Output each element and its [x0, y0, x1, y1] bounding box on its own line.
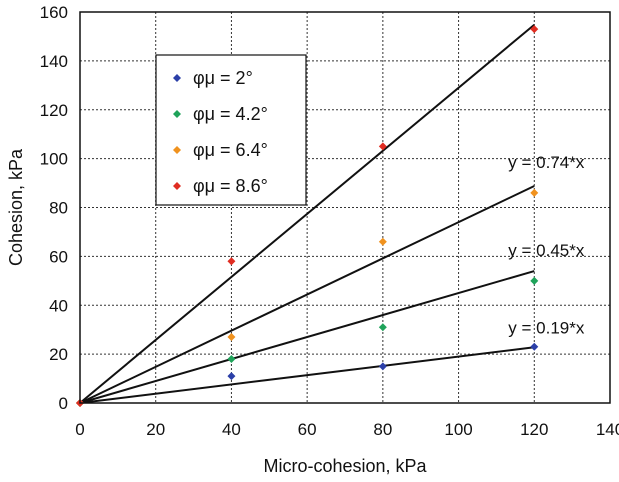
- data-point: [530, 188, 539, 197]
- legend-entry: φμ = 4.2°: [193, 104, 268, 124]
- data-point: [378, 362, 387, 371]
- fit-equation-label: y = 0.74*x: [508, 153, 585, 172]
- y-tick-label: 100: [40, 150, 68, 169]
- x-tick-label: 20: [146, 420, 165, 439]
- x-axis-title: Micro-cohesion, kPa: [263, 456, 427, 476]
- legend-box: [155, 54, 307, 206]
- x-tick-label: 0: [75, 420, 84, 439]
- y-tick-label: 60: [49, 247, 68, 266]
- legend-entry: φμ = 6.4°: [193, 140, 268, 160]
- y-tick-label: 20: [49, 345, 68, 364]
- y-tick-label: 0: [59, 394, 68, 413]
- data-point: [378, 323, 387, 332]
- fit-labels: y = 0.19*xy = 0.45*xy = 0.74*xy = 1.29*x: [508, 153, 585, 337]
- fit-line: [79, 23, 535, 404]
- x-tick-label: 80: [373, 420, 392, 439]
- data-point: [227, 355, 236, 364]
- plot-frame: [79, 11, 611, 404]
- fit-line: [79, 346, 535, 404]
- x-tick-label: 40: [222, 420, 241, 439]
- legend-entry: φμ = 8.6°: [193, 176, 268, 196]
- data-point: [378, 237, 387, 246]
- legend-entry: φμ = 2°: [193, 68, 253, 88]
- legend-marker: [173, 182, 181, 190]
- y-tick-label: 80: [49, 199, 68, 218]
- y-tick-label: 140: [40, 52, 68, 71]
- data-point: [530, 342, 539, 351]
- fit-line: [79, 185, 535, 404]
- x-tick-label: 140: [596, 420, 619, 439]
- fit-equation-label: y = 0.19*x: [508, 318, 585, 337]
- data-point: [227, 257, 236, 266]
- fit-line: [79, 270, 535, 404]
- x-tick-label: 100: [444, 420, 472, 439]
- legend-marker: [173, 146, 181, 154]
- x-tick-labels: 0 20 40 60 80 100 120 140: [75, 420, 619, 439]
- legend-marker: [173, 110, 181, 118]
- legend: φμ = 2° φμ = 4.2° φμ = 6.4° φμ = 8.6°: [155, 54, 307, 206]
- y-tick-labels: 0 20 40 60 80 100 120 140 160: [40, 3, 68, 413]
- fit-equation-label: y = 0.45*x: [508, 241, 585, 260]
- data-point: [227, 333, 236, 342]
- x-tick-label: 60: [298, 420, 317, 439]
- fit-lines: [79, 23, 535, 404]
- legend-marker: [173, 74, 181, 82]
- x-tick-label: 120: [520, 420, 548, 439]
- data-point: [378, 142, 387, 151]
- y-tick-label: 160: [40, 3, 68, 22]
- data-point: [530, 25, 539, 34]
- data-point: [530, 276, 539, 285]
- y-tick-label: 40: [49, 296, 68, 315]
- data-point: [227, 372, 236, 381]
- y-tick-label: 120: [40, 101, 68, 120]
- y-axis-title: Cohesion, kPa: [6, 148, 26, 266]
